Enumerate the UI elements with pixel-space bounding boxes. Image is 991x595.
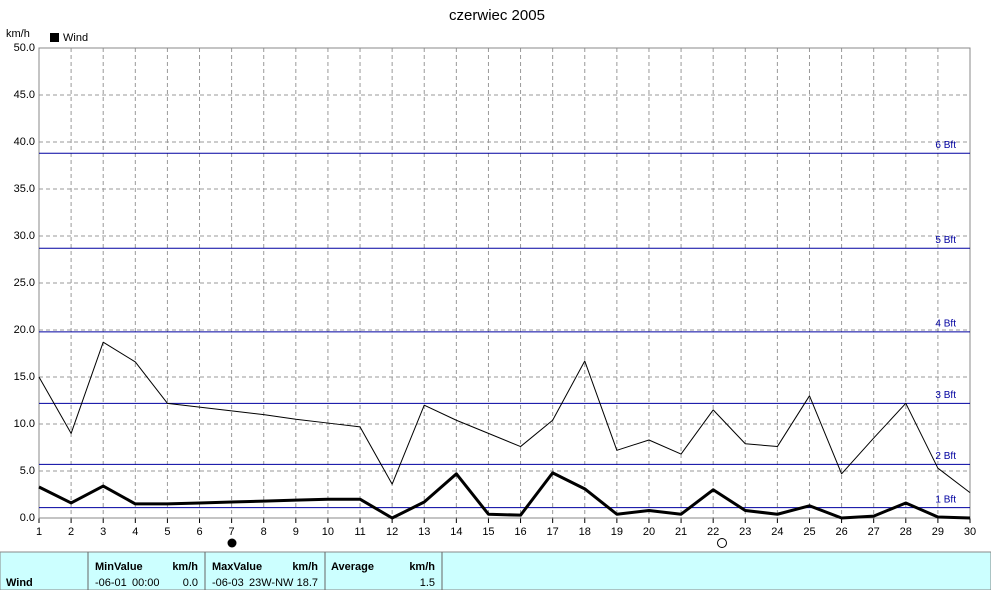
x-tick-label: 13 xyxy=(418,526,430,538)
x-tick-label: 17 xyxy=(547,526,559,538)
x-tick-label: 26 xyxy=(835,526,847,538)
x-tick-label: 14 xyxy=(450,526,462,538)
x-tick-label: 28 xyxy=(900,526,912,538)
y-tick-label: 50.0 xyxy=(14,42,35,54)
x-tick-label: 22 xyxy=(707,526,719,538)
cell: -06-01 xyxy=(95,577,127,589)
unit: km/h xyxy=(172,561,198,573)
cell: 1.5 xyxy=(420,577,435,589)
table-bg xyxy=(0,551,991,591)
x-tick-label: 6 xyxy=(196,526,202,538)
cell: 0.0 xyxy=(183,577,198,589)
x-tick-label: 20 xyxy=(643,526,655,538)
cell: 00:00 xyxy=(132,577,160,589)
x-tick-label: 29 xyxy=(932,526,944,538)
moon-full xyxy=(717,538,727,548)
x-tick-label: 30 xyxy=(964,526,976,538)
y-tick-label: 35.0 xyxy=(14,183,35,195)
y-tick-label: 10.0 xyxy=(14,418,35,430)
x-tick-label: 3 xyxy=(100,526,106,538)
series-line xyxy=(38,471,971,520)
y-unit: km/h xyxy=(6,28,30,40)
row-label: Wind xyxy=(6,577,33,589)
y-tick-label: 20.0 xyxy=(14,324,35,336)
x-tick-label: 2 xyxy=(68,526,74,538)
unit: km/h xyxy=(409,561,435,573)
x-tick-label: 7 xyxy=(229,526,235,538)
x-tick-label: 15 xyxy=(482,526,494,538)
x-tick-label: 19 xyxy=(611,526,623,538)
x-tick-label: 21 xyxy=(675,526,687,538)
reference-label: 4 Bft xyxy=(935,319,956,330)
x-tick-label: 12 xyxy=(386,526,398,538)
x-tick-label: 1 xyxy=(36,526,42,538)
cell: -06-03 xyxy=(212,577,244,589)
x-tick-label: 24 xyxy=(771,526,783,538)
y-tick-label: 25.0 xyxy=(14,277,35,289)
x-tick-label: 23 xyxy=(739,526,751,538)
background xyxy=(0,0,991,552)
x-tick-label: 4 xyxy=(132,526,138,538)
legend-swatch xyxy=(50,33,59,42)
y-tick-label: 0.0 xyxy=(20,512,35,524)
y-tick-label: 40.0 xyxy=(14,136,35,148)
cell: 23W-NW xyxy=(249,577,294,589)
x-tick-label: 10 xyxy=(322,526,334,538)
header: MinValue xyxy=(95,561,143,573)
moon-phases xyxy=(227,538,727,548)
x-tick-label: 27 xyxy=(868,526,880,538)
series-line xyxy=(38,341,971,494)
x-tick-label: 16 xyxy=(514,526,526,538)
y-tick-label: 45.0 xyxy=(14,89,35,101)
chart-title: czerwiec 2005 xyxy=(449,7,545,24)
header: Average xyxy=(331,561,374,573)
reference-label: 5 Bft xyxy=(935,235,956,246)
x-tick-label: 18 xyxy=(579,526,591,538)
reference-label: 3 Bft xyxy=(935,390,956,401)
plot-frame xyxy=(38,47,971,519)
summary-table: Wind MinValue km/h -06-01 00:00 0.0 MaxV… xyxy=(0,551,991,591)
x-tick-label: 25 xyxy=(803,526,815,538)
cell: 18.7 xyxy=(297,577,318,589)
legend-label: Wind xyxy=(63,32,88,44)
moon-new xyxy=(227,538,237,548)
x-tick-label: 8 xyxy=(261,526,267,538)
y-tick-label: 30.0 xyxy=(14,230,35,242)
x-tick-label: 11 xyxy=(354,526,365,538)
header: MaxValue xyxy=(212,561,262,573)
x-tick-label: 9 xyxy=(293,526,299,538)
y-tick-label: 15.0 xyxy=(14,371,35,383)
reference-label: 6 Bft xyxy=(935,140,956,151)
x-tick-label: 5 xyxy=(164,526,170,538)
y-tick-label: 5.0 xyxy=(20,465,35,477)
reference-label: 1 Bft xyxy=(935,494,956,505)
reference-label: 2 Bft xyxy=(935,451,956,462)
unit: km/h xyxy=(292,561,318,573)
